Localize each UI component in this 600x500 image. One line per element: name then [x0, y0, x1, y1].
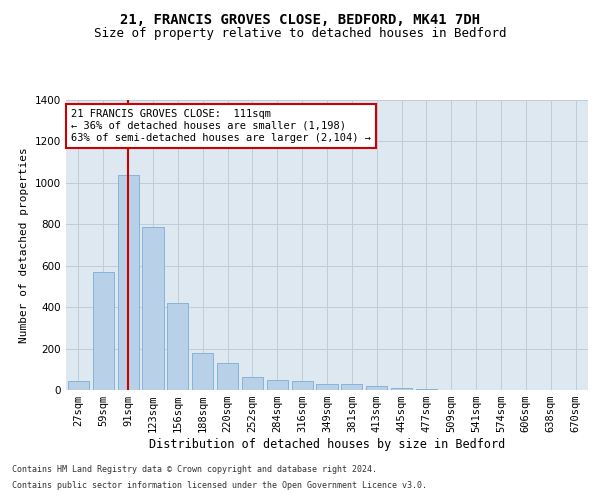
Text: Contains public sector information licensed under the Open Government Licence v3: Contains public sector information licen…: [12, 480, 427, 490]
Bar: [267, 380, 288, 390]
Bar: [316, 384, 338, 390]
Bar: [366, 386, 387, 390]
Text: 21, FRANCIS GROVES CLOSE, BEDFORD, MK41 7DH: 21, FRANCIS GROVES CLOSE, BEDFORD, MK41 …: [120, 12, 480, 26]
Bar: [217, 364, 238, 390]
Bar: [93, 272, 114, 390]
Bar: [68, 380, 89, 390]
Text: 21 FRANCIS GROVES CLOSE:  111sqm
← 36% of detached houses are smaller (1,198)
63: 21 FRANCIS GROVES CLOSE: 111sqm ← 36% of…: [71, 110, 371, 142]
Text: Size of property relative to detached houses in Bedford: Size of property relative to detached ho…: [94, 28, 506, 40]
Bar: [391, 388, 412, 390]
Bar: [167, 303, 188, 390]
Y-axis label: Number of detached properties: Number of detached properties: [19, 147, 29, 343]
Text: Contains HM Land Registry data © Crown copyright and database right 2024.: Contains HM Land Registry data © Crown c…: [12, 466, 377, 474]
Bar: [192, 352, 213, 390]
Bar: [242, 376, 263, 390]
Bar: [292, 380, 313, 390]
Bar: [118, 174, 139, 390]
Bar: [416, 389, 437, 390]
Bar: [142, 228, 164, 390]
X-axis label: Distribution of detached houses by size in Bedford: Distribution of detached houses by size …: [149, 438, 505, 451]
Bar: [341, 384, 362, 390]
